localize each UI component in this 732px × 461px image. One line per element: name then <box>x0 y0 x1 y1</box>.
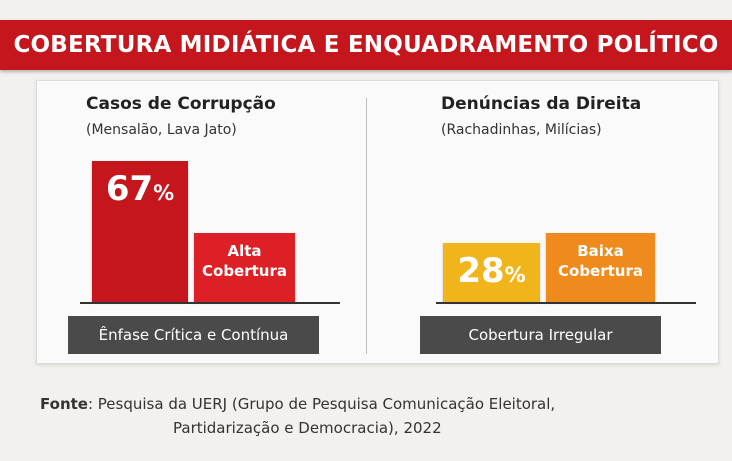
left-secondary-bar-label: Alta Cobertura <box>194 241 295 281</box>
right-secondary-label-line2: Cobertura <box>558 262 643 280</box>
left-secondary-label-line1: Alta <box>227 242 262 260</box>
right-primary-value: 28 <box>457 251 505 291</box>
left-primary-bar-label: 67% <box>92 169 188 209</box>
chart-title: COBERTURA MIDIÁTICA E ENQUADRAMENTO POLÍ… <box>13 32 719 58</box>
right-panel-subtitle: (Rachadinhas, Milícias) <box>441 122 602 138</box>
left-footer-bar: Ênfase Crítica e Contínua <box>68 316 319 354</box>
right-baseline <box>436 302 696 304</box>
right-footer-label: Cobertura Irregular <box>468 326 613 344</box>
left-secondary-bar <box>194 233 295 302</box>
right-secondary-label-line1: Baixa <box>577 242 624 260</box>
right-secondary-bar <box>546 233 655 302</box>
chart-title-banner: COBERTURA MIDIÁTICA E ENQUADRAMENTO POLÍ… <box>0 20 732 70</box>
left-panel-title: Casos de Corrupção <box>86 94 276 114</box>
right-footer-bar: Cobertura Irregular <box>420 316 661 354</box>
left-baseline <box>80 302 340 304</box>
left-footer-label: Ênfase Crítica e Contínua <box>98 326 289 344</box>
source-line1: : Pesquisa da UERJ (Grupo de Pesquisa Co… <box>87 395 556 413</box>
panel-divider <box>366 98 367 354</box>
source-label: Fonte <box>40 395 88 413</box>
left-primary-percent: % <box>153 181 175 205</box>
right-secondary-bar-label: Baixa Cobertura <box>546 241 655 281</box>
left-primary-bar <box>92 161 188 302</box>
right-panel-title: Denúncias da Direita <box>441 94 642 114</box>
right-primary-percent: % <box>504 263 526 287</box>
right-primary-bar-label: 28% <box>443 251 540 291</box>
left-secondary-label-line2: Cobertura <box>202 262 287 280</box>
left-panel-subtitle: (Mensalão, Lava Jato) <box>86 122 237 138</box>
left-primary-value: 67 <box>105 169 154 209</box>
source-line2: Partidarização e Democracia), 2022 <box>173 419 442 437</box>
right-primary-bar <box>443 243 540 302</box>
source-note: Fonte: Pesquisa da UERJ (Grupo de Pesqui… <box>40 392 700 440</box>
